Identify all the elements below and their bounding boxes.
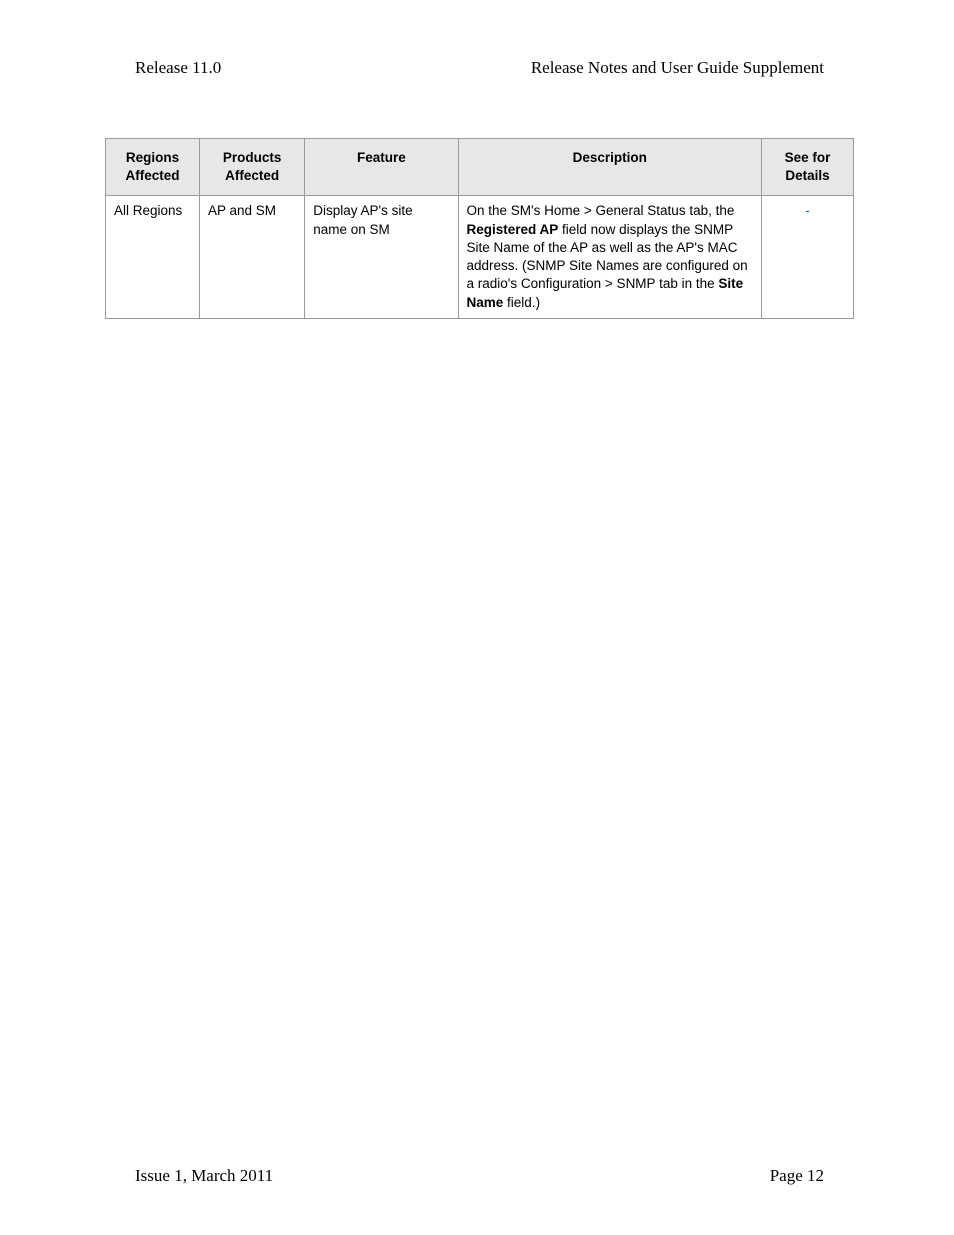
- col-header-products: Products Affected: [200, 139, 305, 196]
- desc-bold-registered-ap: Registered AP: [467, 222, 559, 237]
- cell-products: AP and SM: [200, 196, 305, 318]
- footer-left: Issue 1, March 2011: [135, 1166, 273, 1186]
- page: Release 11.0 Release Notes and User Guid…: [0, 0, 954, 1235]
- page-header: Release 11.0 Release Notes and User Guid…: [105, 58, 854, 78]
- table-header-row: Regions Affected Products Affected Featu…: [106, 139, 854, 196]
- cell-details: -: [762, 196, 854, 318]
- desc-text: field.): [503, 295, 540, 310]
- cell-feature: Display AP's site name on SM: [305, 196, 458, 318]
- header-right: Release Notes and User Guide Supplement: [531, 58, 824, 78]
- feature-table: Regions Affected Products Affected Featu…: [105, 138, 854, 319]
- col-header-feature: Feature: [305, 139, 458, 196]
- cell-regions: All Regions: [106, 196, 200, 318]
- details-link[interactable]: -: [805, 203, 810, 218]
- col-header-description: Description: [458, 139, 761, 196]
- header-left: Release 11.0: [135, 58, 221, 78]
- cell-description: On the SM's Home > General Status tab, t…: [458, 196, 761, 318]
- footer-right: Page 12: [770, 1166, 824, 1186]
- col-header-details: See for Details: [762, 139, 854, 196]
- page-footer: Issue 1, March 2011 Page 12: [135, 1166, 824, 1186]
- table-row: All Regions AP and SM Display AP's site …: [106, 196, 854, 318]
- desc-text: On the SM's Home > General Status tab, t…: [467, 203, 735, 218]
- col-header-regions: Regions Affected: [106, 139, 200, 196]
